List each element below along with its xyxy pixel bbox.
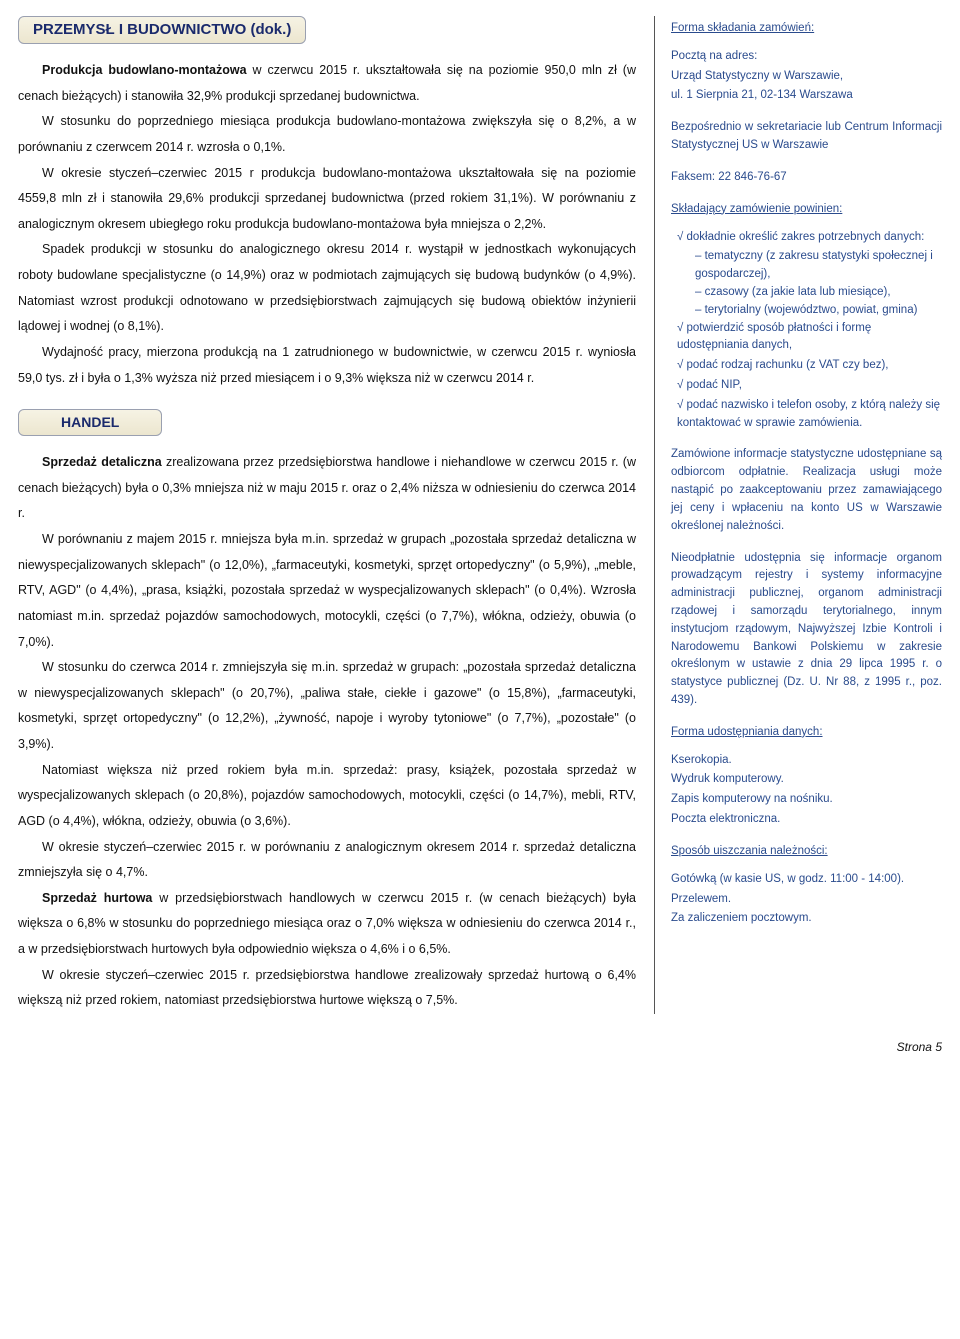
list-item: podać NIP,	[677, 377, 942, 395]
paragraph: Natomiast większa niż przed rokiem była …	[18, 758, 636, 835]
address-line-2: ul. 1 Sierpnia 21, 02-134 Warszawa	[671, 87, 942, 105]
sidebar-forms-list: Kserokopia.Wydruk komputerowy. Zapis komp…	[671, 752, 942, 829]
sidebar-fax: Faksem: 22 846-76-67	[671, 169, 942, 187]
list-item: dokładnie określić zakres potrzebnych da…	[677, 229, 942, 247]
section-title-industry: PRZEMYSŁ I BUDOWNICTWO (dok.)	[18, 16, 306, 44]
main-column: PRZEMYSŁ I BUDOWNICTWO (dok.) Produkcja …	[18, 16, 636, 1014]
sidebar-paid-info: Zamówione informacje statystyczne udostę…	[671, 446, 942, 535]
section-title-trade: HANDEL	[18, 409, 162, 436]
list-item: Zapis komputerowy na nośniku.	[671, 791, 942, 809]
sidebar-address: Pocztą na adres: Urząd Statystyczny w Wa…	[671, 48, 942, 105]
sidebar-heading-forms: Forma udostępniania danych:	[671, 724, 942, 742]
sidebar-heading-payment: Sposób uiszczania należności:	[671, 843, 942, 861]
address-label: Pocztą na adres:	[671, 48, 942, 66]
list-item: tematyczny (z zakresu statystyki społecz…	[695, 248, 942, 284]
sidebar-heading-orders: Forma składania zamówień:	[671, 20, 942, 38]
paragraph: W okresie styczeń–czerwiec 2015 r. w por…	[18, 835, 636, 886]
sidebar-free-info: Nieodpłatnie udostępnia się informacje o…	[671, 550, 942, 710]
section1-body: Produkcja budowlano-montażowa w czerwcu …	[18, 58, 636, 391]
paragraph: Produkcja budowlano-montażowa w czerwcu …	[18, 58, 636, 109]
paragraph: W stosunku do poprzedniego miesiąca prod…	[18, 109, 636, 160]
page-footer: Strona 5	[18, 1040, 942, 1054]
list-item: Przelewem.	[671, 891, 942, 909]
sidebar-pay-list: Gotówką (w kasie US, w godz. 11:00 - 14:…	[671, 871, 942, 928]
list-item: potwierdzić sposób płatności i formę udo…	[677, 320, 942, 356]
sidebar-bullet-list: dokładnie określić zakres potrzebnych da…	[671, 229, 942, 433]
paragraph: W okresie styczeń–czerwiec 2015 r. przed…	[18, 963, 636, 1014]
paragraph: W okresie styczeń–czerwiec 2015 r produk…	[18, 161, 636, 238]
list-item: podać rodzaj rachunku (z VAT czy bez),	[677, 357, 942, 375]
section2-body: Sprzedaż detaliczna zrealizowana przez p…	[18, 450, 636, 1014]
list-item: Za zaliczeniem pocztowym.	[671, 910, 942, 928]
paragraph: W stosunku do czerwca 2014 r. zmniejszył…	[18, 655, 636, 758]
paragraph: Spadek produkcji w stosunku do analogicz…	[18, 237, 636, 340]
list-item: Kserokopia.	[671, 752, 942, 770]
list-item: Poczta elektroniczna.	[671, 811, 942, 829]
list-item: Gotówką (w kasie US, w godz. 11:00 - 14:…	[671, 871, 942, 889]
sidebar: Forma składania zamówień: Pocztą na adre…	[654, 16, 942, 1014]
address-line-1: Urząd Statystyczny w Warszawie,	[671, 68, 942, 86]
paragraph: Wydajność pracy, mierzona produkcją na 1…	[18, 340, 636, 391]
list-item: terytorialny (województwo, powiat, gmina…	[695, 302, 942, 320]
paragraph: W porównaniu z majem 2015 r. mniejsza by…	[18, 527, 636, 655]
list-item: podać nazwisko i telefon osoby, z którą …	[677, 397, 942, 433]
sidebar-direct: Bezpośrednio w sekretariacie lub Centrum…	[671, 119, 942, 155]
paragraph: Sprzedaż detaliczna zrealizowana przez p…	[18, 450, 636, 527]
list-item: czasowy (za jakie lata lub miesiące),	[695, 284, 942, 302]
list-item: Wydruk komputerowy.	[671, 771, 942, 789]
sidebar-heading-requester: Składający zamówienie powinien:	[671, 201, 942, 219]
paragraph: Sprzedaż hurtowa w przedsiębiorstwach ha…	[18, 886, 636, 963]
